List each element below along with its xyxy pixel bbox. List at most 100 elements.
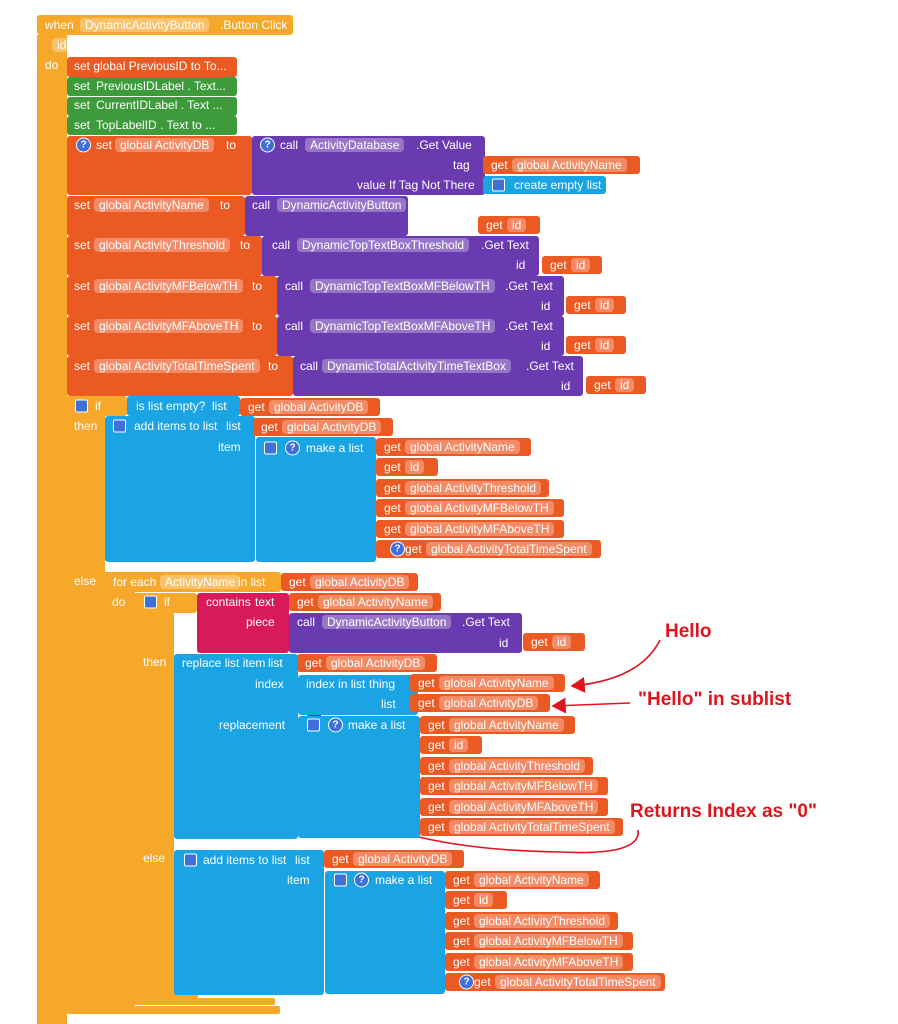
dropdown-field: ActivityName [160,575,241,589]
block-label: get [428,779,445,793]
block-label: replace list item [182,656,266,670]
foreach-header [105,572,281,592]
block [67,276,277,316]
block-label: set [74,319,91,333]
block-label: call [285,319,304,333]
block-label: .Get Value [416,138,472,152]
block [445,973,665,991]
block-label: add items to list [134,419,218,433]
block-label: get [428,800,445,814]
block [445,891,507,909]
block-label: set [74,118,91,132]
block-label: TopLabelID . Text to ... [96,118,216,132]
block-label: set [74,198,91,212]
block-label: .Get Text [462,615,510,629]
dropdown-field: DynamicTopTextBoxMFBelowTH [310,279,495,293]
dropdown-field: global ActivityDB [269,400,369,414]
block-label: item [218,440,241,454]
block-label: .Get Text [481,238,529,252]
block-label: get [305,656,322,670]
block-label: get [428,820,445,834]
dropdown-field: id [507,218,527,232]
mutator-icon [334,873,347,887]
dropdown-field: global ActivityTotalTimeSpent [426,542,592,556]
block-label: text [255,595,275,609]
block [445,871,600,889]
block-label: to [268,359,279,373]
block-label: list [226,419,241,433]
mutator-icon [144,595,157,609]
mutator-icon [492,178,505,192]
dropdown-field: global ActivityDB [353,852,453,866]
dropdown-field: global ActivityName [439,676,554,690]
block-label: CurrentIDLabel . Text ... [96,98,223,112]
dropdown-field: global ActivityMFBelowTH [405,501,554,515]
block-label: get [453,873,470,887]
block [67,77,237,96]
block-label: get [332,852,349,866]
block-label: get [384,522,401,536]
block-label: create empty list [514,178,602,192]
block-label: id [541,299,551,313]
block-label: get [453,893,470,907]
block [586,376,646,394]
block-label: call [280,138,299,152]
dropdown-field: DynamicTopTextBoxMFAboveTH [310,319,496,333]
dropdown-field: global ActivityMFBelowTH [94,279,243,293]
block-label: get [428,759,445,773]
block-label: id [541,339,551,353]
block [483,176,606,194]
block-label: else [143,851,166,865]
block [325,871,445,994]
block [478,216,540,234]
block-label: make a list [348,718,406,732]
dropdown-field: global ActivityMFAboveTH [474,955,624,969]
block-label: index in list [306,677,366,691]
block-label: do [45,58,59,72]
block-label: if [164,595,170,609]
block-label: contains [206,595,251,609]
dropdown-field: global ActivityThreshold [449,759,586,773]
dropdown-field: global ActivityName [405,440,520,454]
mutator-icon [113,419,126,433]
mutator-icon [307,718,320,732]
dropdown-field: id [615,378,635,392]
mutator-icon [264,441,277,455]
block-label: do [112,595,126,609]
block-label: get [491,158,508,172]
block [256,437,376,562]
block-label: call [300,359,319,373]
if-column [67,396,105,1012]
event-column [37,35,67,1024]
block [253,418,393,436]
block-label: .Button Click [220,18,288,32]
dropdown-field: id [52,38,72,52]
dropdown-field: global ActivityMFAboveTH [405,522,555,536]
block-label: set [74,359,91,373]
block-label: call [285,279,304,293]
block-label: get [453,914,470,928]
block [197,593,289,653]
block-label: get [453,955,470,969]
block-label: get [261,420,278,434]
block-label: id [516,258,526,272]
block [174,850,324,995]
block [566,296,626,314]
dropdown-field: global ActivityMFBelowTH [474,934,623,948]
block-label: .Get Text [505,319,553,333]
block-label: to [252,319,263,333]
block [289,613,522,653]
block [420,716,575,734]
block [289,593,441,611]
block-label: get [248,400,265,414]
block [67,97,237,116]
block-label: set [74,279,91,293]
block-label: set [74,238,91,252]
dropdown-field: global ActivityDB [326,656,426,670]
block-label: else [74,574,97,588]
dropdown-field: id [571,258,591,272]
block [277,276,564,316]
block [410,674,565,692]
block [298,716,420,838]
